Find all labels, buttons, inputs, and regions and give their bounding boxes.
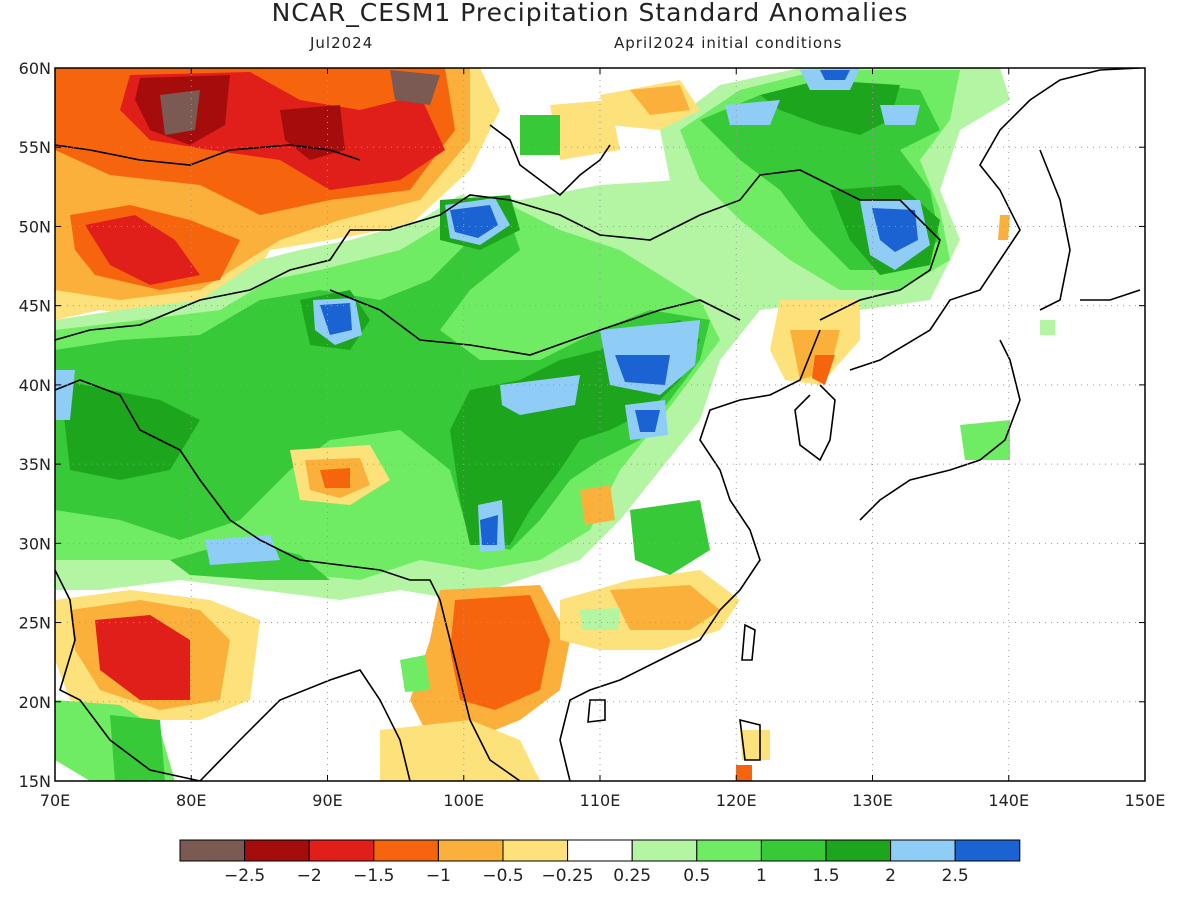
lat-tick-label: 45N xyxy=(19,297,51,316)
colorbar-swatch xyxy=(179,839,246,862)
colorbar-swatch xyxy=(308,839,375,862)
colorbar-label: −2.5 xyxy=(224,866,265,886)
colorbar-swatch xyxy=(696,839,762,862)
anomaly-field xyxy=(55,68,1145,781)
lon-tick-label: 110E xyxy=(580,791,621,810)
colorbar-label: −0.25 xyxy=(542,866,594,886)
lat-tick-label: 40N xyxy=(19,376,51,395)
lat-tick-label: 30N xyxy=(19,534,51,553)
lat-tick-label: 35N xyxy=(19,455,51,474)
colorbar-swatch xyxy=(567,839,633,862)
colorbar-label: 0.5 xyxy=(683,866,710,886)
lat-tick-label: 20N xyxy=(19,693,51,712)
colorbar-swatch xyxy=(890,839,956,862)
colorbar-swatch xyxy=(502,839,569,862)
colorbar-swatch xyxy=(373,839,439,862)
coastlines xyxy=(55,68,1141,781)
lat-tick-label: 25N xyxy=(19,614,51,633)
lon-tick-label: 80E xyxy=(176,791,206,810)
lat-tick-label: 60N xyxy=(19,59,51,78)
map-title: NCAR_CESM1 Precipitation Standard Anomal… xyxy=(271,0,909,27)
colorbar-label: 1 xyxy=(756,866,767,886)
colorbar-swatch xyxy=(760,839,827,862)
colorbar-label: 2.5 xyxy=(942,866,969,886)
colorbar-label: −0.5 xyxy=(482,866,523,886)
grid xyxy=(55,68,1145,781)
axis-ticks: 70E 80E 90E 100E 110E 120E 130E 140E 150E 15N 20N 2… xyxy=(19,59,1166,810)
colorbar-label: 1.5 xyxy=(812,866,839,886)
colorbar-swatch xyxy=(244,839,310,862)
valid-month: Jul2024 xyxy=(310,34,374,52)
lat-tick-label: 15N xyxy=(19,772,51,791)
colorbar-swatch xyxy=(437,839,504,862)
colorbar-label: −2 xyxy=(297,866,322,886)
lon-tick-label: 100E xyxy=(443,791,484,810)
lat-tick-label: 50N xyxy=(19,217,51,236)
lon-tick-label: 120E xyxy=(716,791,757,810)
colorbar-label: −1 xyxy=(426,866,451,886)
colorbar-label: 2 xyxy=(885,866,896,886)
colorbar-swatch xyxy=(631,839,698,862)
initial-conditions: April2024 initial conditions xyxy=(614,34,843,52)
lon-tick-label: 70E xyxy=(40,791,70,810)
colorbar-swatch xyxy=(825,839,892,862)
lon-tick-label: 90E xyxy=(312,791,342,810)
colorbar-label: 0.25 xyxy=(613,866,651,886)
lon-tick-label: 130E xyxy=(852,791,893,810)
lon-tick-label: 140E xyxy=(988,791,1029,810)
colorbar-swatch xyxy=(954,839,1021,862)
colorbar-label: −1.5 xyxy=(353,866,394,886)
lat-tick-label: 55N xyxy=(19,138,51,157)
lon-tick-label: 150E xyxy=(1125,791,1166,810)
colorbar: −2.5 −2 −1.5 −1 −0.5 −0.25 0.25 0.5 1 1.5 2 2.5 xyxy=(179,839,1021,886)
